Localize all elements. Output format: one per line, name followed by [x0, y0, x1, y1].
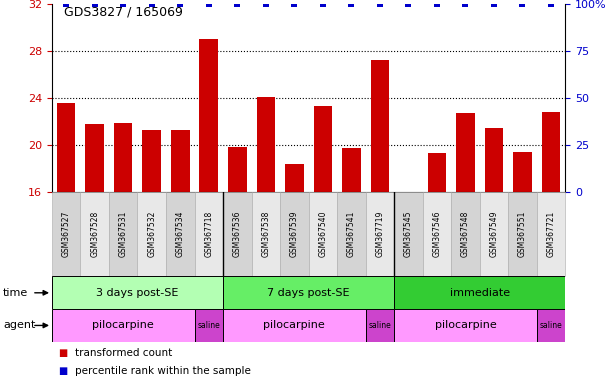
- Point: [518, 1, 527, 7]
- Point: [432, 1, 442, 7]
- Bar: [223, 276, 394, 309]
- Bar: [456, 113, 475, 192]
- Bar: [313, 106, 332, 192]
- Text: time: time: [3, 288, 28, 298]
- Point: [61, 1, 71, 7]
- Point: [119, 1, 128, 7]
- Point: [461, 1, 470, 7]
- Bar: [280, 192, 309, 276]
- Text: GSM367532: GSM367532: [147, 211, 156, 257]
- Text: saline: saline: [368, 321, 391, 330]
- Bar: [428, 153, 446, 192]
- Point: [546, 1, 556, 7]
- Text: GSM367528: GSM367528: [90, 211, 99, 257]
- Point: [290, 1, 299, 7]
- Bar: [285, 164, 304, 192]
- Bar: [541, 112, 560, 192]
- Text: GSM367545: GSM367545: [404, 211, 413, 258]
- Text: GSM367549: GSM367549: [489, 211, 499, 258]
- Text: ■: ■: [58, 366, 67, 376]
- Bar: [394, 192, 423, 276]
- Point: [346, 1, 356, 7]
- Text: saline: saline: [540, 321, 562, 330]
- Text: pilocarpine: pilocarpine: [92, 320, 154, 331]
- Bar: [223, 192, 252, 276]
- Bar: [337, 192, 365, 276]
- Bar: [508, 192, 536, 276]
- Bar: [342, 149, 360, 192]
- Bar: [223, 309, 365, 342]
- Bar: [370, 60, 389, 192]
- Text: immediate: immediate: [450, 288, 510, 298]
- Point: [261, 1, 271, 7]
- Text: GSM367546: GSM367546: [433, 211, 441, 258]
- Bar: [480, 192, 508, 276]
- Bar: [166, 192, 194, 276]
- Bar: [81, 192, 109, 276]
- Bar: [86, 124, 104, 192]
- Bar: [451, 192, 480, 276]
- Text: GSM367540: GSM367540: [318, 211, 327, 258]
- Text: GSM367534: GSM367534: [176, 211, 185, 258]
- Text: GSM367536: GSM367536: [233, 211, 242, 258]
- Point: [175, 1, 185, 7]
- Bar: [52, 309, 194, 342]
- Bar: [394, 276, 565, 309]
- Bar: [171, 130, 189, 192]
- Bar: [394, 309, 536, 342]
- Text: saline: saline: [197, 321, 220, 330]
- Bar: [252, 192, 280, 276]
- Point: [489, 1, 499, 7]
- Point: [318, 1, 327, 7]
- Text: 3 days post-SE: 3 days post-SE: [97, 288, 178, 298]
- Bar: [194, 192, 223, 276]
- Bar: [513, 152, 532, 192]
- Text: GSM367718: GSM367718: [204, 211, 213, 257]
- Text: pilocarpine: pilocarpine: [434, 320, 496, 331]
- Point: [232, 1, 242, 7]
- Bar: [485, 129, 503, 192]
- Bar: [199, 39, 218, 192]
- Point: [375, 1, 385, 7]
- Point: [90, 1, 100, 7]
- Text: GSM367539: GSM367539: [290, 211, 299, 258]
- Text: transformed count: transformed count: [75, 348, 172, 358]
- Bar: [228, 147, 247, 192]
- Text: GSM367527: GSM367527: [62, 211, 71, 257]
- Text: GSM367548: GSM367548: [461, 211, 470, 257]
- Text: GSM367531: GSM367531: [119, 211, 128, 257]
- Bar: [536, 309, 565, 342]
- Bar: [309, 192, 337, 276]
- Bar: [52, 276, 223, 309]
- Text: GSM367551: GSM367551: [518, 211, 527, 257]
- Bar: [52, 192, 81, 276]
- Text: GSM367719: GSM367719: [375, 211, 384, 257]
- Bar: [423, 192, 451, 276]
- Bar: [365, 192, 394, 276]
- Point: [403, 1, 413, 7]
- Point: [204, 1, 214, 7]
- Text: GSM367538: GSM367538: [262, 211, 270, 257]
- Text: GSM367721: GSM367721: [546, 211, 555, 257]
- Bar: [142, 130, 161, 192]
- Bar: [536, 192, 565, 276]
- Text: agent: agent: [3, 320, 35, 331]
- Text: GDS3827 / 165069: GDS3827 / 165069: [64, 6, 183, 19]
- Bar: [257, 97, 275, 192]
- Bar: [365, 309, 394, 342]
- Bar: [114, 122, 133, 192]
- Bar: [194, 309, 223, 342]
- Point: [147, 1, 156, 7]
- Text: pilocarpine: pilocarpine: [263, 320, 325, 331]
- Text: GSM367541: GSM367541: [347, 211, 356, 257]
- Bar: [57, 103, 76, 192]
- Bar: [137, 192, 166, 276]
- Text: percentile rank within the sample: percentile rank within the sample: [75, 366, 251, 376]
- Text: ■: ■: [58, 348, 67, 358]
- Text: 7 days post-SE: 7 days post-SE: [267, 288, 350, 298]
- Bar: [109, 192, 137, 276]
